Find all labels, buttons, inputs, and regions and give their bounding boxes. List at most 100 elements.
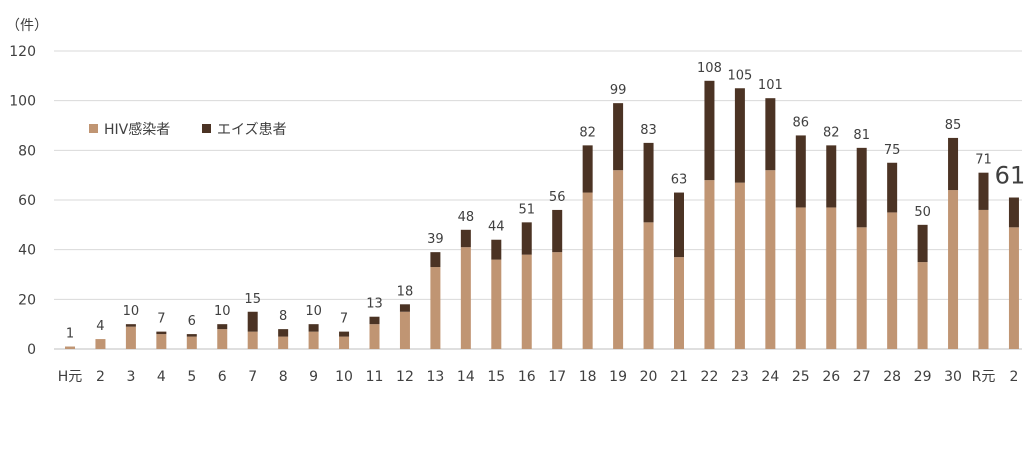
data-label: 108: [697, 61, 722, 76]
data-label: 39: [427, 232, 444, 247]
bar-hiv: [156, 334, 167, 349]
bar-hiv: [613, 170, 624, 349]
x-tick-label: 4: [157, 369, 166, 385]
bar-hiv: [1008, 227, 1019, 349]
data-label: 101: [758, 78, 783, 93]
data-label: 105: [727, 68, 752, 83]
data-label: 85: [945, 118, 962, 133]
data-label: 86: [793, 115, 810, 130]
x-tick-label: 11: [366, 369, 384, 385]
y-tick-label: 60: [18, 193, 36, 209]
legend-swatch-aids: [202, 124, 211, 133]
x-tick-label: 24: [761, 369, 779, 385]
x-tick-label: 13: [426, 369, 444, 385]
data-label: 81: [853, 128, 870, 143]
data-label: 10: [123, 304, 140, 319]
bar-aids: [856, 147, 867, 228]
bar-hiv: [704, 180, 715, 349]
x-tick-label: 10: [335, 369, 353, 385]
data-label: 99: [610, 83, 627, 98]
x-tick-label: 8: [279, 369, 288, 385]
data-label: 48: [458, 210, 475, 225]
data-labels: 1 4 10 7 6 10 15 8 10 7 13 18 39 48 44 51 56 82 99 83 63 108 1…: [66, 61, 1024, 342]
data-label: 83: [640, 123, 657, 138]
bar-hiv: [826, 207, 837, 349]
data-label: 8: [279, 309, 287, 324]
bar-aids: [643, 142, 654, 223]
bar-aids: [734, 88, 745, 183]
bar-aids: [582, 145, 593, 193]
bar-aids: [308, 324, 319, 332]
x-tick-label: 18: [579, 369, 597, 385]
bar-aids: [917, 224, 928, 263]
bar-aids: [704, 80, 715, 181]
bar-hiv: [339, 336, 350, 349]
bar-hiv: [643, 222, 654, 349]
bar-aids: [430, 252, 441, 268]
bar-aids: [399, 304, 410, 312]
bar-aids: [339, 331, 350, 337]
x-tick-label: H元: [58, 369, 83, 385]
x-tick-label: 6: [218, 369, 227, 385]
data-label: 82: [823, 125, 840, 140]
legend: HIV感染者 エイズ患者: [89, 121, 287, 138]
bar-hiv: [674, 257, 684, 349]
bar-hiv: [308, 331, 319, 349]
x-tick-label: R元: [972, 369, 996, 385]
data-label: 18: [397, 284, 414, 299]
gridlines: [54, 50, 1022, 350]
bar-aids: [369, 316, 380, 325]
bar-hiv: [491, 259, 502, 349]
bar-hiv: [65, 346, 75, 349]
bar-aids: [948, 137, 959, 191]
bar-hiv: [399, 311, 410, 349]
bar-hiv: [125, 326, 136, 349]
x-tick-label: 5: [187, 369, 196, 385]
data-label: 15: [244, 292, 261, 307]
bar-aids: [887, 162, 898, 213]
y-tick-label: 0: [27, 342, 36, 358]
bar-hiv: [217, 329, 228, 349]
data-label: 71: [975, 153, 992, 168]
y-tick-label: 100: [9, 94, 36, 110]
bar-aids: [491, 239, 502, 260]
bar-hiv: [186, 336, 197, 349]
bar-aids: [978, 172, 989, 210]
bar-hiv: [948, 190, 959, 349]
data-label: 1: [66, 327, 74, 342]
y-tick-label: 80: [18, 143, 36, 159]
bar-aids: [674, 192, 684, 258]
x-tick-label: 9: [309, 369, 318, 385]
y-tick-label: 40: [18, 243, 36, 259]
bar-hiv: [734, 182, 745, 349]
bar-hiv: [278, 336, 289, 349]
data-label: 75: [884, 143, 901, 158]
data-label: 13: [366, 297, 383, 312]
data-label: 63: [671, 173, 688, 188]
y-tick-label: 120: [9, 44, 36, 60]
y-axis-ticks: 0 20 40 60 80 100 120: [9, 44, 36, 358]
bar-aids: [217, 324, 228, 330]
bar-hiv: [460, 247, 471, 349]
data-label: 50: [914, 205, 931, 220]
x-tick-label: 26: [822, 369, 840, 385]
x-tick-label: 15: [487, 369, 505, 385]
bar-aids: [826, 145, 837, 208]
data-label: 56: [549, 190, 566, 205]
bar-hiv: [95, 339, 106, 349]
bar-hiv: [978, 209, 989, 349]
bars: [65, 80, 1019, 349]
bar-hiv: [917, 262, 928, 349]
data-label: 10: [214, 304, 231, 319]
legend-label-aids: エイズ患者: [217, 122, 287, 138]
data-label: 82: [579, 125, 596, 140]
x-tick-label: 17: [548, 369, 566, 385]
bar-aids: [521, 222, 532, 255]
bar-aids: [765, 98, 776, 171]
x-axis-ticks: H元 2 3 4 5 6 7 8 9 10 11 12 13 14 15 16 17 18 19 20 21 22 23 24…: [58, 369, 1019, 385]
bar-hiv: [856, 227, 867, 349]
bar-aids: [156, 331, 167, 335]
bar-aids: [460, 229, 471, 248]
x-tick-label: 21: [670, 369, 688, 385]
